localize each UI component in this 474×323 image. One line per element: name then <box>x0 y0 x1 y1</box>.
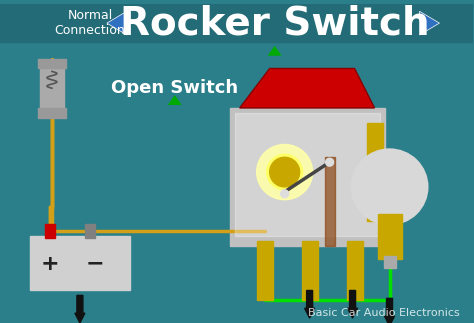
Bar <box>85 224 95 238</box>
Polygon shape <box>268 46 282 56</box>
Text: +: + <box>41 254 59 274</box>
Bar <box>257 241 273 300</box>
FancyArrow shape <box>305 290 315 318</box>
Circle shape <box>270 157 300 187</box>
Circle shape <box>257 144 313 200</box>
Bar <box>38 108 66 118</box>
Circle shape <box>352 149 428 224</box>
Bar <box>235 113 380 236</box>
Bar <box>301 241 318 300</box>
Circle shape <box>281 190 289 198</box>
Bar <box>325 157 335 246</box>
Circle shape <box>267 154 302 190</box>
Text: Normal
Connection: Normal Connection <box>55 9 125 37</box>
Polygon shape <box>168 95 182 105</box>
Bar <box>346 241 363 300</box>
Text: Open Switch: Open Switch <box>111 79 238 97</box>
Bar <box>0 5 474 42</box>
Text: Basic Car Audio Electronics: Basic Car Audio Electronics <box>308 308 459 318</box>
Polygon shape <box>240 68 374 108</box>
FancyArrow shape <box>384 298 394 323</box>
Text: Rocker Switch: Rocker Switch <box>120 4 429 42</box>
Circle shape <box>326 158 334 166</box>
Bar <box>45 224 55 238</box>
Bar <box>30 236 130 290</box>
Bar <box>366 123 383 221</box>
FancyArrow shape <box>75 295 85 323</box>
Polygon shape <box>419 11 439 35</box>
Text: −: − <box>86 254 104 274</box>
Bar <box>377 214 401 259</box>
Bar <box>40 64 64 113</box>
FancyArrow shape <box>347 290 357 318</box>
Polygon shape <box>107 11 127 35</box>
Bar <box>38 59 66 68</box>
Bar <box>230 108 384 246</box>
Bar <box>383 256 395 268</box>
